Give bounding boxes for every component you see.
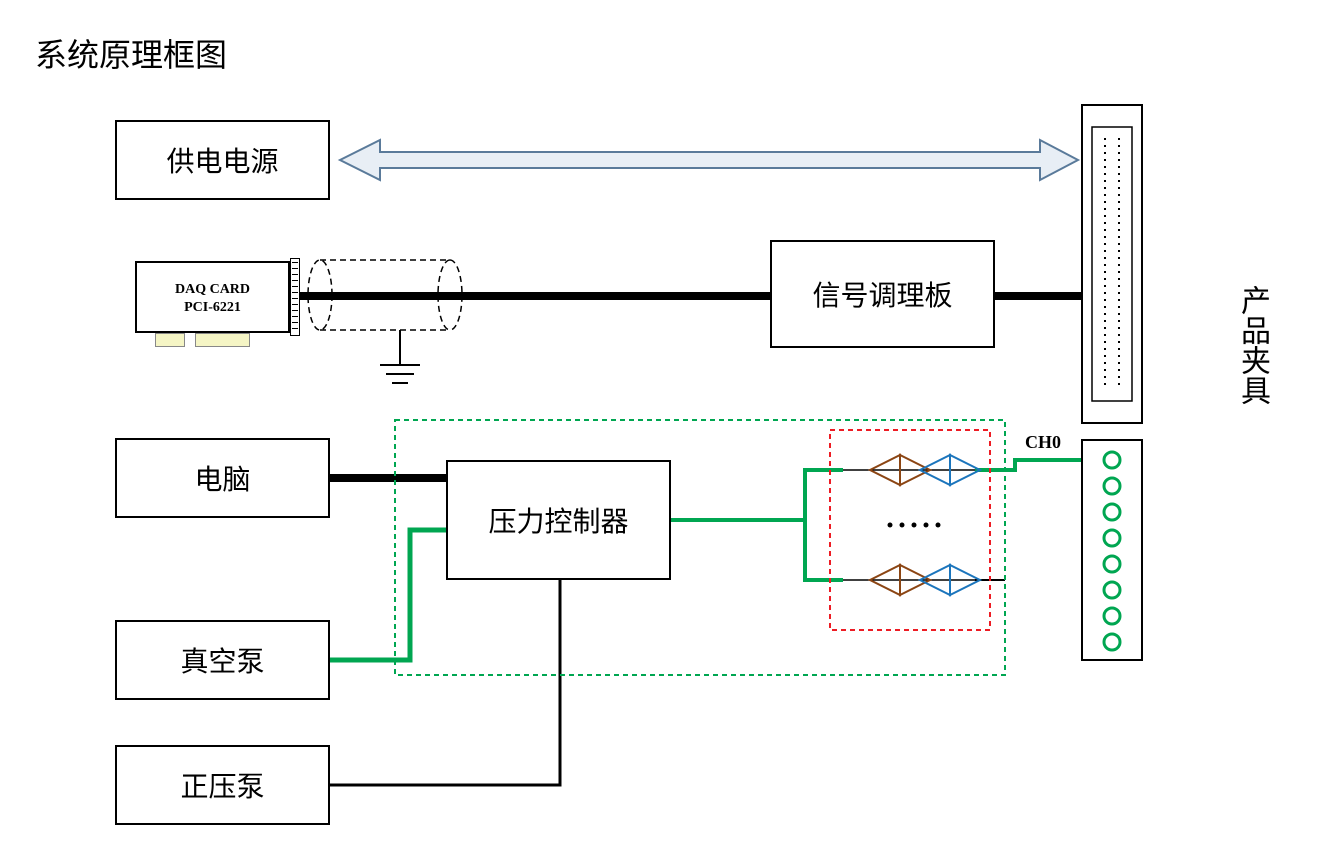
pressure-pump-box: 正压泵 xyxy=(115,745,330,825)
valve-ellipsis xyxy=(888,523,941,528)
daq-connector-2 xyxy=(195,333,250,347)
daq-card: DAQ CARD PCI-6221 xyxy=(135,261,290,333)
line-vacuum-to-ctrl xyxy=(330,530,446,660)
power-supply-label: 供电电源 xyxy=(166,140,278,180)
port-panel xyxy=(1082,440,1142,660)
line-valves-branch xyxy=(805,520,843,580)
double-arrow xyxy=(340,140,1078,180)
line-ctrl-to-valves xyxy=(671,470,843,520)
signal-board-label: 信号调理板 xyxy=(812,274,952,314)
daq-card-label: DAQ CARD PCI-6221 xyxy=(137,281,288,317)
computer-box: 电脑 xyxy=(115,438,330,518)
daq-connector-1 xyxy=(155,333,185,347)
connector-block xyxy=(1082,105,1142,423)
computer-label: 电脑 xyxy=(194,458,250,498)
channel-label: CH0 xyxy=(1025,432,1061,453)
shielded-cable xyxy=(308,260,462,383)
vacuum-pump-label: 真空泵 xyxy=(180,640,264,680)
pressure-controller-label: 压力控制器 xyxy=(488,500,628,540)
daq-bracket-lines xyxy=(292,262,298,332)
diagram-title: 系统原理框图 xyxy=(35,30,227,76)
power-supply-box: 供电电源 xyxy=(115,120,330,200)
line-valve-top-out xyxy=(975,460,1082,470)
signal-board-box: 信号调理板 xyxy=(770,240,995,348)
valve-top xyxy=(843,455,980,485)
valve-bottom xyxy=(843,565,980,595)
valves-box xyxy=(830,430,990,630)
pressure-controller-box: 压力控制器 xyxy=(446,460,671,580)
fixture-label: 产品夹具 xyxy=(1230,285,1274,405)
vacuum-pump-box: 真空泵 xyxy=(115,620,330,700)
pressure-pump-label: 正压泵 xyxy=(180,765,264,805)
line-pressure-to-ctrl xyxy=(330,580,560,785)
